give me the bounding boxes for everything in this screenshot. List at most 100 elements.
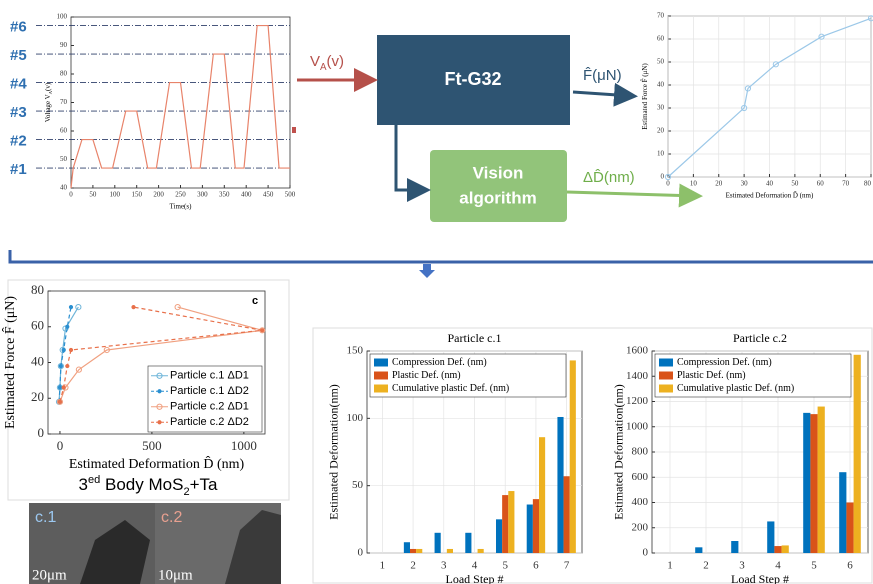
y-tick-label: 0	[661, 173, 665, 181]
y-axis-label: Estimated Deformation(nm)	[326, 384, 340, 520]
y-tick-label: 50	[352, 479, 364, 491]
level-label: #6	[10, 19, 27, 36]
y-tick-label: 20	[31, 389, 44, 404]
y-tick-label: 0	[643, 547, 649, 559]
figure: Ft-G32VisionalgorithmVA(v)F̂(μN)ΔD̂(nm)3…	[0, 0, 873, 584]
x-tick-label: 200	[153, 191, 164, 199]
bar	[465, 533, 471, 553]
image-label: c.2	[161, 509, 182, 526]
x-tick-label: 70	[842, 180, 850, 188]
y-tick-label: 20	[657, 127, 665, 135]
text-part: Voltage V	[44, 94, 52, 122]
y-tick-label: 50	[657, 58, 665, 66]
bar	[731, 541, 738, 553]
y-tick-label: 0	[38, 425, 45, 440]
legend-label: Compression Def. (nm)	[392, 357, 487, 368]
y-tick-label: 1600	[626, 345, 649, 357]
y-tick-label: 30	[657, 104, 665, 112]
x-tick-label: 0	[69, 191, 73, 199]
annotation: c	[252, 295, 258, 307]
x-tick-label: 0	[57, 438, 64, 453]
point	[132, 305, 135, 308]
y-tick-label: 60	[60, 127, 68, 135]
point	[66, 325, 69, 328]
point	[58, 400, 61, 403]
arrow	[573, 92, 632, 96]
y-tick-label: 10	[657, 150, 665, 158]
block-label: Ft-G32	[444, 69, 501, 89]
x-axis-label: Estimated Deformation D̂ (nm)	[69, 455, 245, 472]
bar	[564, 476, 570, 553]
text-part: (v)	[327, 53, 345, 70]
x-tick-label: 2	[703, 560, 709, 572]
bar	[557, 417, 563, 553]
y-tick-label: 40	[657, 81, 665, 89]
mark	[292, 127, 296, 133]
bar	[435, 533, 441, 553]
x-tick-label: 1000	[231, 438, 257, 453]
y-axis-label: Voltage VA(v)	[44, 82, 53, 122]
x-tick-label: 500	[285, 191, 296, 199]
y-tick-label: 800	[632, 446, 649, 458]
legend-swatch	[659, 372, 673, 380]
y-tick-label: 1400	[626, 370, 649, 382]
y-tick-label: 100	[347, 412, 364, 424]
bar	[533, 499, 539, 553]
x-tick-label: 80	[864, 180, 872, 188]
text-part: ed	[88, 474, 100, 486]
bar	[404, 542, 410, 553]
y-tick-label: 60	[31, 318, 44, 333]
x-tick-label: 450	[263, 191, 274, 199]
level-label: #1	[10, 161, 27, 178]
plot-area	[71, 17, 290, 188]
legend-swatch	[659, 385, 673, 393]
image-label: c.1	[35, 509, 56, 526]
level-label: #2	[10, 133, 27, 150]
y-axis-label: Estimated Deformation(nm)	[611, 384, 625, 520]
legend-marker	[158, 390, 161, 393]
x-tick-label: 0	[666, 180, 670, 188]
bar	[570, 360, 576, 553]
separator	[10, 250, 873, 262]
text-part: V	[310, 53, 320, 70]
x-tick-label: 150	[131, 191, 142, 199]
text-part: 3	[79, 475, 88, 494]
legend-swatch	[659, 359, 673, 367]
arrow	[396, 125, 425, 190]
block-label: Vision	[473, 163, 524, 182]
y-axis-label: Estimated Force F̂ (μN)	[1, 296, 18, 429]
bar	[539, 437, 545, 553]
bar	[508, 491, 514, 553]
bar	[502, 495, 508, 553]
chart-title: Particle c.2	[733, 331, 787, 345]
bar	[846, 503, 853, 554]
y-tick-label: 60	[657, 35, 665, 43]
x-tick-label: 30	[741, 180, 749, 188]
y-tick-label: 90	[60, 41, 68, 49]
bar	[695, 547, 702, 553]
x-tick-label: 3	[441, 560, 447, 572]
bar	[478, 549, 484, 553]
x-tick-label: 7	[564, 560, 570, 572]
scale-label: 20μm	[32, 567, 67, 583]
scale-label: 10μm	[158, 567, 193, 583]
x-tick-label: 300	[197, 191, 208, 199]
y-tick-label: 1000	[626, 420, 649, 432]
x-tick-label: 60	[817, 180, 825, 188]
x-tick-label: 50	[791, 180, 799, 188]
x-tick-label: 500	[142, 438, 162, 453]
y-tick-label: 40	[31, 353, 44, 368]
x-tick-label: 3	[739, 560, 745, 572]
x-tick-label: 400	[241, 191, 252, 199]
bar	[527, 505, 533, 553]
down-arrow	[419, 264, 435, 278]
y-tick-label: 70	[60, 98, 68, 106]
x-tick-label: 100	[110, 191, 121, 199]
bar	[447, 549, 453, 553]
point	[62, 348, 65, 351]
legend-label: Plastic Def. (nm)	[392, 370, 461, 381]
point	[66, 364, 69, 367]
point	[62, 386, 65, 389]
y-tick-label: 0	[358, 547, 364, 559]
x-tick-label: 50	[89, 191, 97, 199]
